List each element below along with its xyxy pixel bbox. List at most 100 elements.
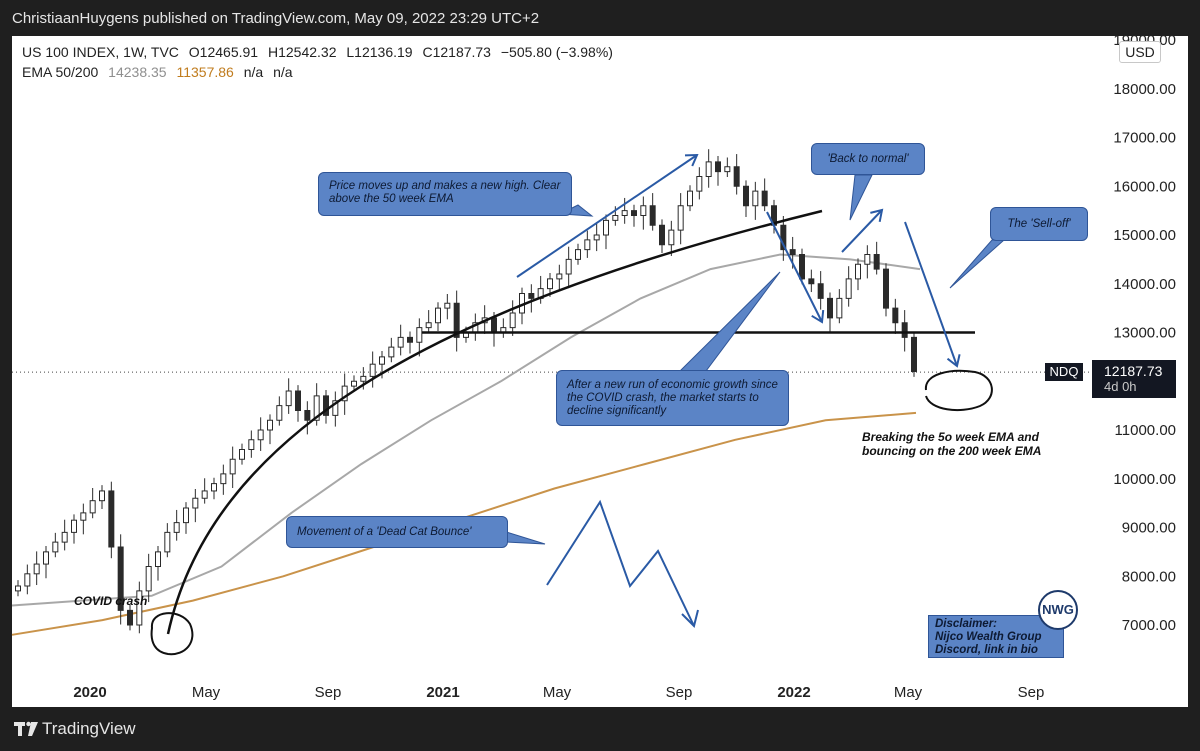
arrow-selloff: [904, 221, 958, 367]
arrow-back-up: [841, 209, 883, 253]
candle-body: [136, 590, 143, 626]
circle-covid-low: [150, 612, 194, 656]
candle-body: [351, 380, 357, 387]
change-value: −505.80 (−3.98%): [500, 44, 613, 60]
y-tick-label: 15000.00: [1113, 227, 1176, 244]
x-tick-label: 2022: [777, 684, 810, 701]
ohlc-legend: US 100 INDEX, 1W, TVC O12465.91 H12542.3…: [22, 44, 619, 60]
y-tick-label: 8000.00: [1122, 568, 1176, 585]
candle-body: [183, 507, 189, 524]
candle-body: [117, 546, 124, 611]
candle-body: [332, 400, 339, 416]
arrow-up-trend-head: [684, 153, 699, 167]
candle-body: [220, 473, 227, 485]
circle-target: [924, 369, 993, 412]
candle-body: [453, 302, 460, 338]
y-tick-label: 11000.00: [1115, 422, 1176, 439]
arrow-selloff-head: [946, 354, 961, 368]
candle-body: [341, 385, 348, 402]
candle-body: [416, 327, 423, 343]
y-tick-label: 14000.00: [1113, 276, 1176, 293]
na-value-1: n/a: [243, 64, 264, 80]
candle-body: [612, 215, 619, 221]
candle-body: [593, 234, 600, 241]
ema50-line: [11, 253, 921, 607]
candle-body: [621, 210, 628, 216]
candle-body: [817, 283, 824, 299]
candle-body: [631, 210, 637, 216]
candle-body: [845, 278, 852, 299]
candle-body: [304, 410, 311, 421]
candle-body: [173, 522, 180, 533]
candle-body: [855, 263, 861, 280]
candle-body: [547, 278, 553, 290]
candle-body: [276, 405, 283, 421]
y-axis: 19000.0018000.0017000.0016000.0015000.00…: [1113, 32, 1176, 634]
ema50-value: 14238.35: [108, 64, 167, 80]
arrow-back-up-head: [870, 208, 884, 222]
candle-body: [397, 336, 404, 348]
dead-cat-bounce-head: [681, 609, 699, 628]
x-tick-label: 2021: [426, 684, 459, 701]
candle-body: [808, 278, 815, 285]
candle-body: [407, 336, 413, 343]
candle-body: [836, 297, 843, 319]
candle-body: [323, 395, 329, 416]
candle-body: [752, 190, 759, 207]
tradingview-logo-icon: [14, 721, 38, 736]
candle-body: [799, 254, 805, 280]
y-tick-label: 13000.00: [1113, 325, 1176, 342]
arrow-up-trend: [516, 154, 698, 278]
dead-cat-bounce-path: [546, 499, 695, 627]
candle-body: [715, 161, 721, 173]
last-price: 12187.73: [1104, 363, 1163, 379]
x-axis: 2020 May Sep 2021 May Sep 2022 May Sep: [73, 684, 1044, 701]
candle-body: [295, 390, 301, 411]
candle-body: [52, 541, 59, 553]
drawings: [150, 153, 1006, 656]
candle-body: [705, 161, 712, 177]
candle-body: [71, 519, 77, 533]
callout-growth: After a new run of economic growth since…: [556, 370, 789, 426]
candle-body: [873, 254, 880, 270]
candle-body: [603, 219, 609, 236]
trend-curve: [166, 209, 823, 635]
open-value: O12465.91: [188, 44, 259, 60]
candle-body: [24, 573, 31, 587]
candle-body: [883, 268, 889, 309]
candle-body: [388, 346, 395, 358]
candle-body: [313, 395, 320, 421]
candle-body: [369, 363, 376, 377]
candle-body: [901, 322, 908, 338]
ema-label[interactable]: EMA 50/200: [22, 64, 99, 80]
candle-body: [89, 500, 96, 514]
x-tick-label: Sep: [666, 684, 693, 701]
candle-body: [267, 419, 273, 431]
candle-body: [164, 531, 171, 553]
close-value: C12187.73: [422, 44, 491, 60]
candle-body: [239, 449, 245, 460]
candle-body: [248, 439, 255, 450]
candle-body: [827, 297, 833, 319]
candle-body: [733, 166, 740, 187]
candle-body: [360, 375, 367, 382]
candle-body: [892, 307, 899, 324]
low-value: L12136.19: [346, 44, 413, 60]
candle-body: [80, 512, 87, 521]
candle-body: [668, 229, 675, 246]
candle-body: [687, 190, 693, 207]
candle-body: [61, 531, 68, 543]
candle-body: [575, 249, 581, 260]
nwg-logo: NWG: [1038, 590, 1078, 630]
covid-crash-label: COVID crash: [74, 594, 148, 608]
candle-body: [444, 302, 451, 309]
currency-button[interactable]: USD: [1119, 41, 1161, 63]
candles: [15, 149, 917, 634]
symbol-label[interactable]: US 100 INDEX, 1W, TVC: [22, 44, 179, 60]
y-tick-label: 18000.00: [1113, 81, 1176, 98]
candle-body: [435, 307, 441, 324]
candle-body: [211, 483, 217, 492]
candle-body: [528, 293, 535, 299]
bar-countdown: 4d 0h: [1104, 379, 1137, 394]
candle-body: [127, 609, 133, 626]
